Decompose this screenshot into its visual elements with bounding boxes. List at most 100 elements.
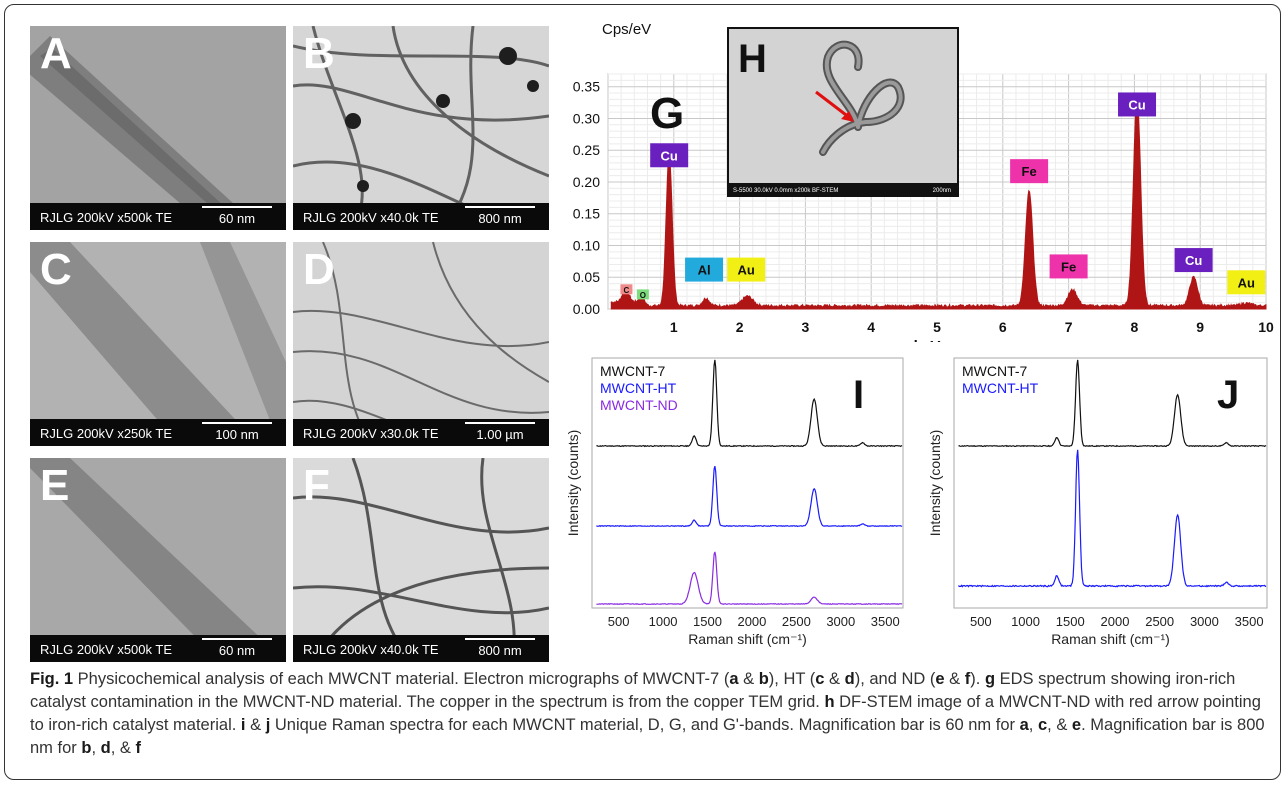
eds-xtick-label: 6 [999, 319, 1007, 335]
eds-peak-label: Cu [1128, 97, 1145, 112]
eds-xtick-label: 10 [1258, 319, 1274, 335]
scalebar-d: RJLG 200kV x30.0k TE 1.00 µm [293, 419, 549, 446]
eds-peak-label-box [620, 284, 633, 295]
panel-letter-f: F [303, 461, 330, 510]
scalebar-label-f: 800 nm [465, 638, 535, 658]
raman-xtick-label: 2500 [782, 614, 811, 629]
scalebar-meta-e: RJLG 200kV x500k TE [40, 642, 172, 657]
raman-xaxis-label: Raman shift (cm⁻¹) [1051, 631, 1170, 647]
eds-xtick-label: 2 [736, 319, 744, 335]
eds-xtick-label: 5 [933, 319, 941, 335]
eds-ytick-label: 0.35 [573, 79, 600, 95]
eds-peak-label-box [1010, 159, 1049, 184]
raman-xtick-label: 500 [608, 614, 630, 629]
raman-series-line [958, 359, 1267, 448]
scalebar-a: RJLG 200kV x500k TE 60 nm [30, 203, 286, 230]
raman-xtick-label: 500 [970, 614, 992, 629]
eds-peak-label-box [1174, 248, 1213, 273]
raman-xaxis-label: Raman shift (cm⁻¹) [688, 631, 807, 647]
eds-peak-label-box [1118, 92, 1157, 117]
caption-text: & [1056, 716, 1072, 734]
caption-ref: b [758, 670, 769, 688]
raman-legend-entry: MWCNT-HT [600, 380, 677, 396]
caption-ref: e [1071, 716, 1082, 734]
eds-ytick-label: 0.25 [573, 142, 600, 158]
inset-h-scale: 200nm [933, 188, 951, 194]
scalebar-label-b: 800 nm [465, 206, 535, 226]
inset-h-arrow-shaft [815, 90, 851, 120]
raman-yaxis-label: Intensity (counts) [565, 430, 581, 537]
scalebar-b: RJLG 200kV x40.0k TE 800 nm [293, 203, 549, 230]
caption-text: , [110, 739, 120, 757]
raman-xtick-label: 2000 [1101, 614, 1130, 629]
scalebar-meta-c: RJLG 200kV x250k TE [40, 426, 172, 441]
inset-h-nanotube-core [821, 42, 903, 154]
raman-plot-area [591, 357, 904, 609]
caption-ref: c [815, 670, 825, 688]
eds-peak-label: C [624, 286, 630, 295]
figure-frame [4, 4, 1281, 780]
scalebar-f: RJLG 200kV x40.0k TE 800 nm [293, 635, 549, 662]
raman-xtick-label: 3000 [1190, 614, 1219, 629]
micrograph-c: C RJLG 200kV x250k TE 100 nm [30, 242, 286, 446]
caption-text: & [738, 670, 759, 688]
caption-text: ). [970, 670, 985, 688]
raman-xtick-label: 1500 [1056, 614, 1085, 629]
raman-xtick-label: 3500 [871, 614, 900, 629]
eds-xtick-label: 7 [1065, 319, 1073, 335]
raman-xtick-label: 2500 [1145, 614, 1174, 629]
eds-ytick-label: 0.10 [573, 237, 600, 253]
caption-text: DF-STEM image of a MWCNT-ND with red arr… [30, 693, 1261, 734]
raman-series-line [958, 449, 1267, 588]
eds-peak-label-box [650, 143, 689, 168]
panel-letter-b: B [303, 29, 335, 78]
eds-peak-label-box [1049, 254, 1088, 279]
eds-ytick-label: 0.00 [573, 301, 600, 317]
eds-ytick-label: 0.20 [573, 174, 600, 190]
caption-text: & [944, 670, 965, 688]
scalebar-e: RJLG 200kV x500k TE 60 nm [30, 635, 286, 662]
inset-h-arrow-head [841, 111, 854, 122]
micrograph-b: B RJLG 200kV x40.0k TE 800 nm [293, 26, 549, 230]
eds-spectrum-chart: 0.00 0.05 0.10 0.15 0.20 0.25 0.30 0.35 1 2 3 4 5 6 7 8… [573, 21, 1274, 342]
raman-legend-entry: MWCNT-HT [962, 380, 1039, 396]
eds-spectrum-series [610, 96, 1267, 310]
eds-ytick-label: 0.30 [573, 110, 600, 126]
raman-xtick-label: 1000 [1011, 614, 1040, 629]
raman-series-line [596, 359, 903, 448]
scalebar-meta-a: RJLG 200kV x500k TE [40, 210, 172, 225]
caption-text: , [1028, 716, 1038, 734]
caption-ref: f [964, 670, 971, 688]
caption-ref: d [100, 739, 111, 757]
eds-xaxis-label: keV [914, 338, 941, 342]
caption-text: Unique Raman spectra for each MWCNT mate… [270, 716, 1020, 734]
eds-xtick-label: 1 [670, 319, 678, 335]
caption-text: . Magnification bar is 800 nm for [30, 716, 1265, 757]
micrograph-a: A RJLG 200kV x500k TE 60 nm [30, 26, 286, 230]
inset-h-meta: S-5500 30.0kV 0.0mm x200k BF-STEM [733, 188, 838, 194]
eds-xtick-label: 8 [1131, 319, 1139, 335]
inset-h-stem-image: S-5500 30.0kV 0.0mm x200k BF-STEM 200nm H [727, 27, 959, 197]
micrograph-d: D RJLG 200kV x30.0k TE 1.00 µm [293, 242, 549, 446]
eds-yaxis-label: Cps/eV [602, 21, 651, 38]
caption-ref: h [824, 693, 835, 711]
raman-xtick-label: 1000 [649, 614, 678, 629]
caption-ref: f [135, 739, 141, 757]
raman-xtick-label: 3000 [826, 614, 855, 629]
scalebar-label-e: 60 nm [202, 638, 272, 658]
caption-fig-label: Fig. 1 [30, 670, 74, 688]
caption-ref: a [729, 670, 739, 688]
caption-text: ), and ND ( [854, 670, 936, 688]
scalebar-c: RJLG 200kV x250k TE 100 nm [30, 419, 286, 446]
panel-letter-raman: I [853, 373, 864, 417]
eds-xtick-label: 4 [867, 319, 875, 335]
eds-ytick-label: 0.05 [573, 269, 600, 285]
micrograph-f-image [293, 458, 549, 662]
eds-peak-label: O [640, 291, 646, 300]
panel-letter-d: D [303, 245, 335, 294]
inset-h-background [729, 29, 957, 183]
eds-ytick-label: 0.15 [573, 206, 600, 222]
eds-peak-label-box [1227, 270, 1266, 295]
